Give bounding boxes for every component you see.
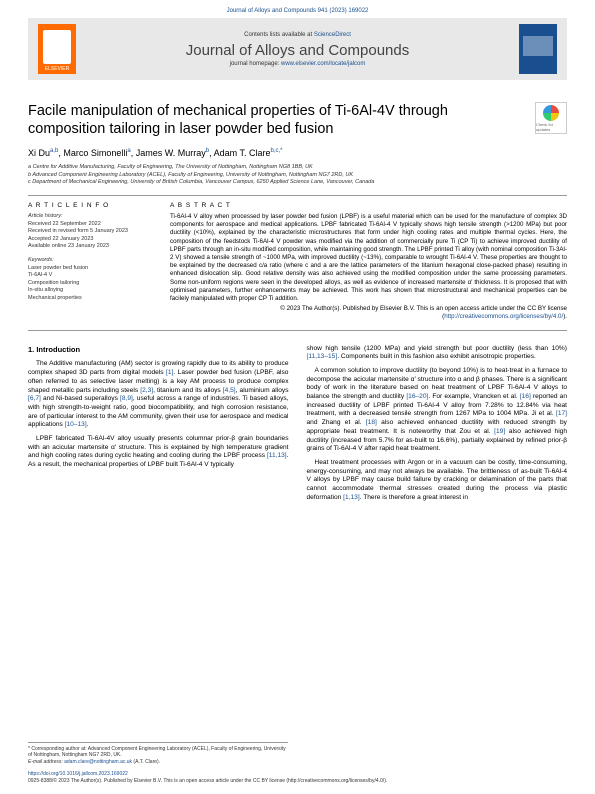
top-journal-citation: Journal of Alloys and Compounds 941 (202… <box>0 0 595 18</box>
author-2: Marco Simonelli <box>63 148 127 158</box>
abstract-copyright: © 2023 The Author(s). Published by Elsev… <box>170 305 567 321</box>
article-info-col: A R T I C L E I N F O Article history: R… <box>28 202 156 322</box>
ref-9[interactable]: [16–20] <box>406 393 428 400</box>
authors-line: Xi Dua,b, Marco Simonellia, James W. Mur… <box>28 148 567 158</box>
ref-14[interactable]: [1,13] <box>343 494 360 501</box>
history-received: Received 22 September 2022 <box>28 221 156 228</box>
keyword-3: Composition tailoring <box>28 280 156 287</box>
copyright-end: ). <box>563 313 567 320</box>
ref-13[interactable]: [19] <box>494 428 505 435</box>
crossmark-icon <box>543 105 559 121</box>
para-2: LPBF fabricated Ti-6Al-4V alloy usually … <box>28 435 289 470</box>
homepage-url[interactable]: www.elsevier.com/locate/jalcom <box>281 61 365 67</box>
author-3: James W. Murray <box>136 148 206 158</box>
t: . For example, Vrancken et al. <box>428 393 519 400</box>
t: . There is therefore a great interest in <box>360 494 468 501</box>
para-5: Heat treatment processes with Argon or i… <box>307 459 568 503</box>
affiliations: a Centre for Additive Manufacturing, Fac… <box>28 164 567 186</box>
keyword-1: Laser powder bed fusion <box>28 265 156 272</box>
body-col-left: 1. Introduction The Additive manufacturi… <box>28 345 289 508</box>
corr-email-line: E-mail address: adam.clare@nottingham.ac… <box>28 759 288 766</box>
history-accepted: Accepted 22 January 2023 <box>28 236 156 243</box>
abstract-block: A R T I C L E I N F O Article history: R… <box>28 196 567 322</box>
ref-12[interactable]: [18] <box>366 419 377 426</box>
keyword-4: In-situ alloying <box>28 287 156 294</box>
journal-header: ELSEVIER Contents lists available at Sci… <box>28 18 567 80</box>
doi-line: https://doi.org/10.1016/j.jallcom.2023.1… <box>28 771 567 777</box>
email-post: (A.T. Clare). <box>132 759 160 765</box>
keyword-5: Mechanical properties <box>28 295 156 302</box>
t: LPBF fabricated Ti-6Al-4V alloy usually … <box>28 435 289 459</box>
ref-10[interactable]: [16] <box>520 393 531 400</box>
title-block: Facile manipulation of mechanical proper… <box>28 102 567 138</box>
homepage-pre: journal homepage: <box>230 61 281 67</box>
author-1: Xi Du <box>28 148 50 158</box>
contents-pre: Contents lists available at <box>244 32 314 38</box>
article-info-heading: A R T I C L E I N F O <box>28 202 156 211</box>
section-1-heading: 1. Introduction <box>28 345 289 355</box>
abstract-col: A B S T R A C T Ti-6Al-4 V alloy when pr… <box>170 202 567 322</box>
elsevier-text: ELSEVIER <box>45 66 69 72</box>
history-revised: Received in revised form 5 January 2023 <box>28 228 156 235</box>
ref-6[interactable]: [10–13] <box>65 421 87 428</box>
t: and Zhang et al. <box>307 419 366 426</box>
elsevier-tree-icon <box>43 30 71 64</box>
check-updates-text: Check for updates <box>536 122 566 132</box>
affiliation-b: b Advanced Component Engineering Laborat… <box>28 172 567 179</box>
t: . <box>87 421 89 428</box>
corr-email[interactable]: adam.clare@nottingham.ac.uk <box>64 759 132 765</box>
divider <box>28 330 567 331</box>
body-columns: 1. Introduction The Additive manufacturi… <box>28 345 567 508</box>
copyright-line: 0925-8388/© 2023 The Author(s). Publishe… <box>28 778 567 784</box>
para-3: show high tensile (1200 MPa) and yield s… <box>307 345 568 362</box>
para-4: A common solution to improve ductility (… <box>307 367 568 454</box>
elsevier-logo: ELSEVIER <box>38 24 76 74</box>
header-center: Contents lists available at ScienceDirec… <box>76 32 519 67</box>
abstract-heading: A B S T R A C T <box>170 202 567 211</box>
history-heading: Article history: <box>28 213 156 220</box>
ref-4[interactable]: [6,7] <box>28 395 41 402</box>
ref-3[interactable]: [4,5] <box>223 387 236 394</box>
corr-text: * Corresponding author at: Advanced Comp… <box>28 746 288 759</box>
email-pre: E-mail address: <box>28 759 64 765</box>
para-1: The Additive manufacturing (AM) sector i… <box>28 360 289 430</box>
keywords-heading: Keywords: <box>28 257 156 264</box>
footer: * Corresponding author at: Advanced Comp… <box>28 742 567 785</box>
t: , aluminium alloys <box>236 387 289 394</box>
article-title: Facile manipulation of mechanical proper… <box>28 102 498 138</box>
check-updates-badge[interactable]: Check for updates <box>535 102 567 134</box>
journal-title: Journal of Alloys and Compounds <box>76 42 519 59</box>
contents-available-line: Contents lists available at ScienceDirec… <box>76 32 519 38</box>
sciencedirect-link[interactable]: ScienceDirect <box>314 32 351 38</box>
t: , titanium and its alloys <box>153 387 223 394</box>
abstract-text: Ti-6Al-4 V alloy when processed by laser… <box>170 213 567 303</box>
doi-url[interactable]: https://doi.org/10.1016/j.jallcom.2023.1… <box>28 771 128 777</box>
corresponding-author: * Corresponding author at: Advanced Comp… <box>28 742 288 766</box>
affiliation-c: c Department of Mechanical Engineering, … <box>28 179 567 186</box>
t: . Components built in this fashion also … <box>337 353 536 360</box>
t: show high tensile (1200 MPa) and yield s… <box>307 345 568 352</box>
body-col-right: show high tensile (1200 MPa) and yield s… <box>307 345 568 508</box>
ref-8[interactable]: [11,13–15] <box>307 353 338 360</box>
author-4-aff: b,c,* <box>271 148 283 154</box>
license-url[interactable]: http://creativecommons.org/licenses/by/4… <box>444 313 563 320</box>
ref-11[interactable]: [17] <box>556 410 567 417</box>
affiliation-a: a Centre for Additive Manufacturing, Fac… <box>28 164 567 171</box>
history-online: Available online 23 January 2023 <box>28 243 156 250</box>
ref-2[interactable]: [2,3] <box>140 387 153 394</box>
author-4: Adam T. Clare <box>214 148 271 158</box>
ref-7[interactable]: [11,13] <box>267 452 287 459</box>
journal-cover-thumb <box>519 24 557 74</box>
homepage-line: journal homepage: www.elsevier.com/locat… <box>76 61 519 67</box>
ref-5[interactable]: [8,9] <box>120 395 133 402</box>
keyword-2: Ti-6Al-4 V <box>28 272 156 279</box>
t: and Ni-based superalloys <box>41 395 120 402</box>
